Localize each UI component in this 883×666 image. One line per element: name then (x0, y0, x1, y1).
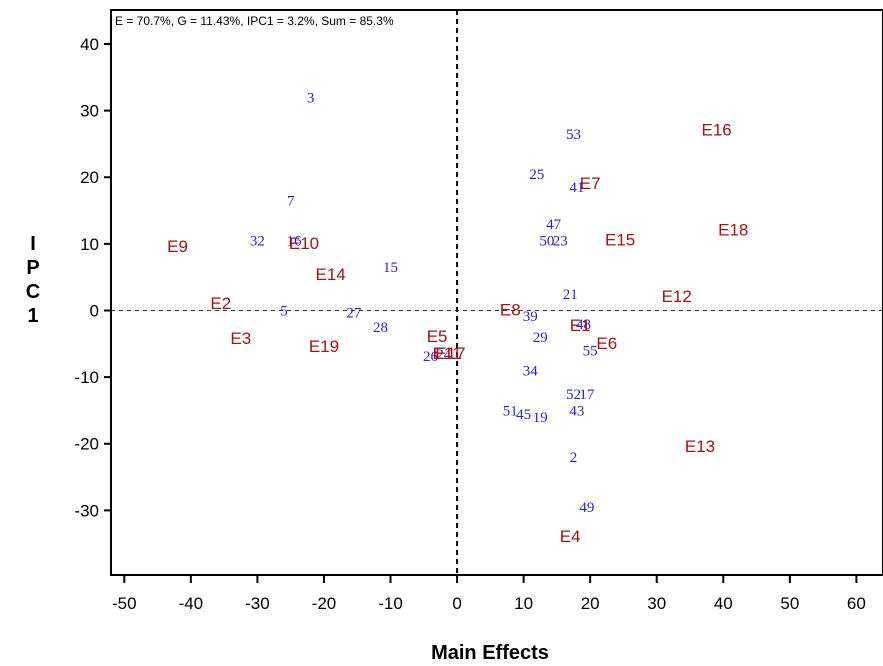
genotype-label: 3 (307, 90, 315, 106)
x-tick-label: 50 (780, 594, 799, 613)
y-tick-label: -10 (74, 368, 99, 387)
environment-label: E5 (427, 327, 448, 346)
environment-label: E16 (701, 121, 731, 140)
environment-label: E15 (605, 231, 635, 250)
genotype-label: 41 (569, 180, 584, 196)
environment-label: E9 (167, 237, 188, 256)
environment-label: E7 (580, 174, 601, 193)
environment-label: E12 (662, 287, 692, 306)
genotype-label: 23 (553, 234, 568, 250)
genotype-label: 7 (287, 194, 295, 210)
genotype-label: 26 (423, 349, 439, 365)
genotype-label: 25 (529, 167, 544, 183)
genotype-label: 24 (436, 347, 452, 363)
genotype-label: 39 (523, 309, 538, 325)
y-axis: -30 -20 -10 0 10 20 30 40 (74, 10, 112, 575)
genotype-label: 52 (566, 387, 581, 403)
genotype-label: 55 (583, 343, 598, 359)
genotype-label: 43 (569, 403, 584, 419)
genotype-label: 29 (533, 330, 548, 346)
environment-label: E3 (230, 329, 251, 348)
y-tick-label: -30 (74, 501, 99, 520)
x-tick-label: 30 (647, 594, 666, 613)
y-tick-label: 40 (80, 35, 99, 54)
genotype-label: 48 (576, 317, 591, 333)
genotype-label: 50 (539, 234, 554, 250)
environment-label: E18 (718, 221, 748, 240)
x-tick-label: -40 (179, 594, 204, 613)
environment-label: E1 (570, 316, 591, 335)
x-axis-title: Main Effects (431, 642, 549, 664)
environment-label: E4 (560, 527, 581, 546)
genotype-label: 28 (373, 320, 388, 336)
genotype-label: 5 (280, 303, 288, 319)
x-axis: -50 -40 -30 -20 -10 0 10 20 30 40 50 60 (112, 574, 883, 613)
plot-area (110, 9, 883, 576)
chart-subtitle: E = 70.7%, G = 11.43%, IPC1 = 3.2%, Sum … (115, 14, 394, 28)
genotype-label: 49 (579, 500, 594, 516)
y-axis-title: IPC1 (26, 233, 40, 327)
y-tick-label: -20 (74, 435, 99, 454)
x-tick-label: 60 (847, 594, 866, 613)
x-tick-label: 20 (581, 594, 600, 613)
environment-label: E2 (210, 294, 231, 313)
x-tick-label: -50 (112, 594, 137, 613)
genotype-label: 17 (579, 387, 595, 403)
genotype-label: 2 (570, 450, 578, 466)
genotype-label: 19 (533, 410, 548, 426)
environment-label: E14 (315, 265, 345, 284)
environment-label: E10 (289, 234, 319, 253)
x-tick-label: -30 (245, 594, 270, 613)
y-axis-title-char: C (26, 281, 40, 303)
x-tick-label: -10 (378, 594, 403, 613)
environment-label: E11 (433, 344, 462, 363)
y-tick-label: 20 (80, 168, 99, 187)
y-axis-title-char: 1 (27, 305, 38, 327)
y-tick-label: 30 (80, 102, 99, 121)
genotype-label: 34 (523, 363, 539, 379)
genotype-label: 45 (516, 407, 531, 423)
reference-lines (111, 10, 883, 575)
genotype-label: 53 (566, 127, 581, 143)
genotype-label: 32 (250, 234, 265, 250)
x-tick-label: 40 (714, 594, 733, 613)
genotype-label: 27 (346, 305, 362, 321)
environment-label: E8 (500, 300, 521, 319)
x-tick-label: -20 (312, 594, 337, 613)
genotype-label: 16 (287, 234, 303, 250)
environment-label: E19 (309, 337, 339, 356)
genotype-label: 15 (383, 260, 398, 276)
y-tick-label: 10 (80, 235, 99, 254)
environment-label: E6 (596, 334, 617, 353)
y-tick-label: 0 (90, 301, 99, 320)
y-axis-title-char: I (30, 233, 36, 255)
environment-label: E13 (685, 437, 715, 456)
genotype-label: 21 (563, 287, 578, 303)
genotype-label: 51 (503, 403, 518, 419)
environment-label: E17 (435, 344, 465, 363)
x-tick-label: 0 (452, 594, 461, 613)
y-axis-title-char: P (26, 257, 39, 279)
genotype-label: 47 (546, 217, 562, 233)
x-tick-label: 10 (514, 594, 533, 613)
